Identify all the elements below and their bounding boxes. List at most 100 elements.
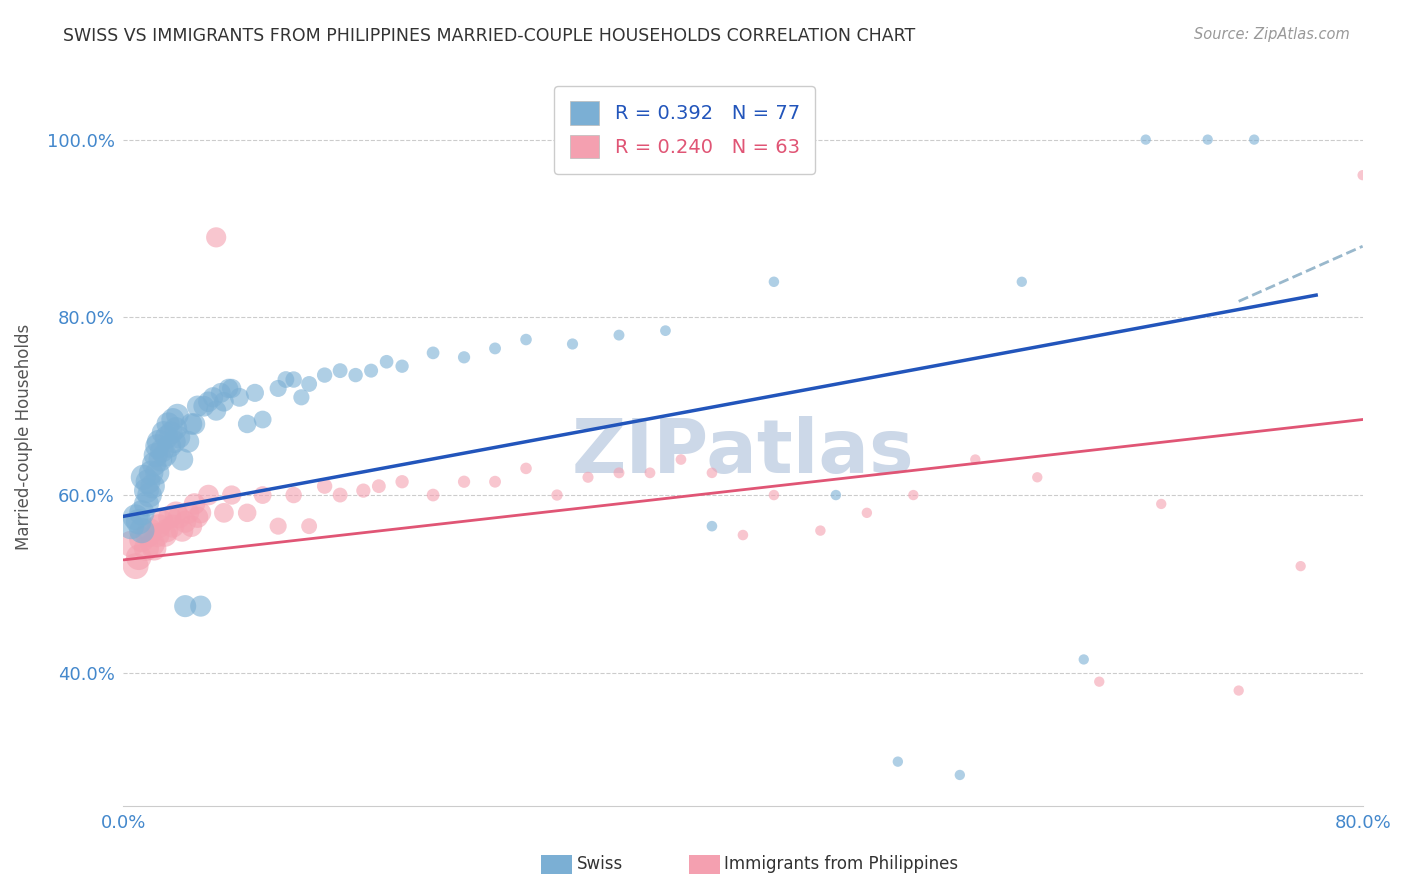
Point: [193, 399, 215, 413]
Point: [1026, 470, 1049, 484]
Point: [132, 470, 155, 484]
Point: [128, 515, 150, 529]
Point: [209, 385, 232, 400]
Point: [187, 399, 209, 413]
Text: Source: ZipAtlas.com: Source: ZipAtlas.com: [1194, 27, 1350, 42]
Point: [283, 372, 305, 386]
Point: [139, 466, 162, 480]
Point: [212, 506, 235, 520]
Point: [344, 368, 367, 383]
Point: [669, 452, 692, 467]
Point: [197, 394, 219, 409]
Point: [136, 475, 159, 489]
Point: [298, 376, 321, 391]
Point: [177, 506, 200, 520]
Point: [700, 466, 723, 480]
Point: [172, 524, 194, 538]
Point: [167, 510, 190, 524]
Point: [187, 510, 209, 524]
Point: [218, 381, 240, 395]
Point: [607, 328, 630, 343]
Point: [1243, 133, 1265, 147]
Point: [1088, 674, 1111, 689]
Point: [391, 359, 413, 374]
Point: [236, 417, 259, 431]
Point: [576, 470, 599, 484]
Point: [145, 448, 167, 462]
Point: [887, 755, 910, 769]
Point: [124, 510, 146, 524]
Point: [290, 390, 312, 404]
Point: [138, 524, 160, 538]
Point: [174, 599, 197, 614]
Point: [165, 506, 187, 520]
Point: [228, 390, 250, 404]
Point: [221, 488, 243, 502]
Point: [453, 351, 475, 365]
Point: [298, 519, 321, 533]
Point: [283, 488, 305, 502]
Point: [167, 430, 190, 444]
Text: Immigrants from Philippines: Immigrants from Philippines: [724, 855, 959, 873]
Point: [190, 599, 212, 614]
Point: [128, 550, 150, 565]
Point: [143, 457, 166, 471]
Point: [638, 466, 661, 480]
Point: [183, 417, 205, 431]
Point: [1150, 497, 1173, 511]
Point: [146, 439, 169, 453]
Point: [143, 541, 166, 556]
Point: [267, 381, 290, 395]
Point: [157, 417, 180, 431]
Point: [120, 519, 142, 533]
Point: [148, 434, 170, 449]
Point: [146, 466, 169, 480]
Point: [329, 364, 352, 378]
Point: [205, 403, 228, 417]
Point: [314, 368, 336, 383]
Point: [731, 528, 754, 542]
Point: [159, 510, 181, 524]
Point: [700, 519, 723, 533]
Point: [221, 381, 243, 395]
Point: [159, 439, 181, 453]
Point: [1011, 275, 1033, 289]
Point: [391, 475, 413, 489]
Point: [163, 434, 186, 449]
Point: [903, 488, 925, 502]
Point: [607, 466, 630, 480]
Text: Swiss: Swiss: [576, 855, 623, 873]
Point: [267, 519, 290, 533]
Point: [367, 479, 389, 493]
Point: [1227, 683, 1250, 698]
Point: [252, 412, 274, 426]
Point: [654, 324, 676, 338]
Point: [177, 434, 200, 449]
Point: [162, 519, 184, 533]
Point: [131, 524, 153, 538]
Point: [142, 479, 165, 493]
Point: [136, 528, 159, 542]
Point: [949, 768, 972, 782]
Point: [146, 528, 169, 542]
Point: [422, 346, 444, 360]
Point: [212, 394, 235, 409]
Point: [1073, 652, 1095, 666]
Point: [1135, 133, 1157, 147]
Text: SWISS VS IMMIGRANTS FROM PHILIPPINES MARRIED-COUPLE HOUSEHOLDS CORRELATION CHART: SWISS VS IMMIGRANTS FROM PHILIPPINES MAR…: [63, 27, 915, 45]
Point: [165, 421, 187, 435]
Point: [124, 559, 146, 574]
Point: [453, 475, 475, 489]
Point: [329, 488, 352, 502]
Point: [360, 364, 382, 378]
Point: [174, 515, 197, 529]
Point: [484, 342, 506, 356]
Point: [1289, 559, 1312, 574]
Point: [150, 515, 173, 529]
Point: [153, 528, 176, 542]
Point: [252, 488, 274, 502]
Point: [152, 425, 174, 440]
Y-axis label: Married-couple Households: Married-couple Households: [15, 324, 32, 550]
Point: [135, 541, 157, 556]
Point: [561, 337, 583, 351]
